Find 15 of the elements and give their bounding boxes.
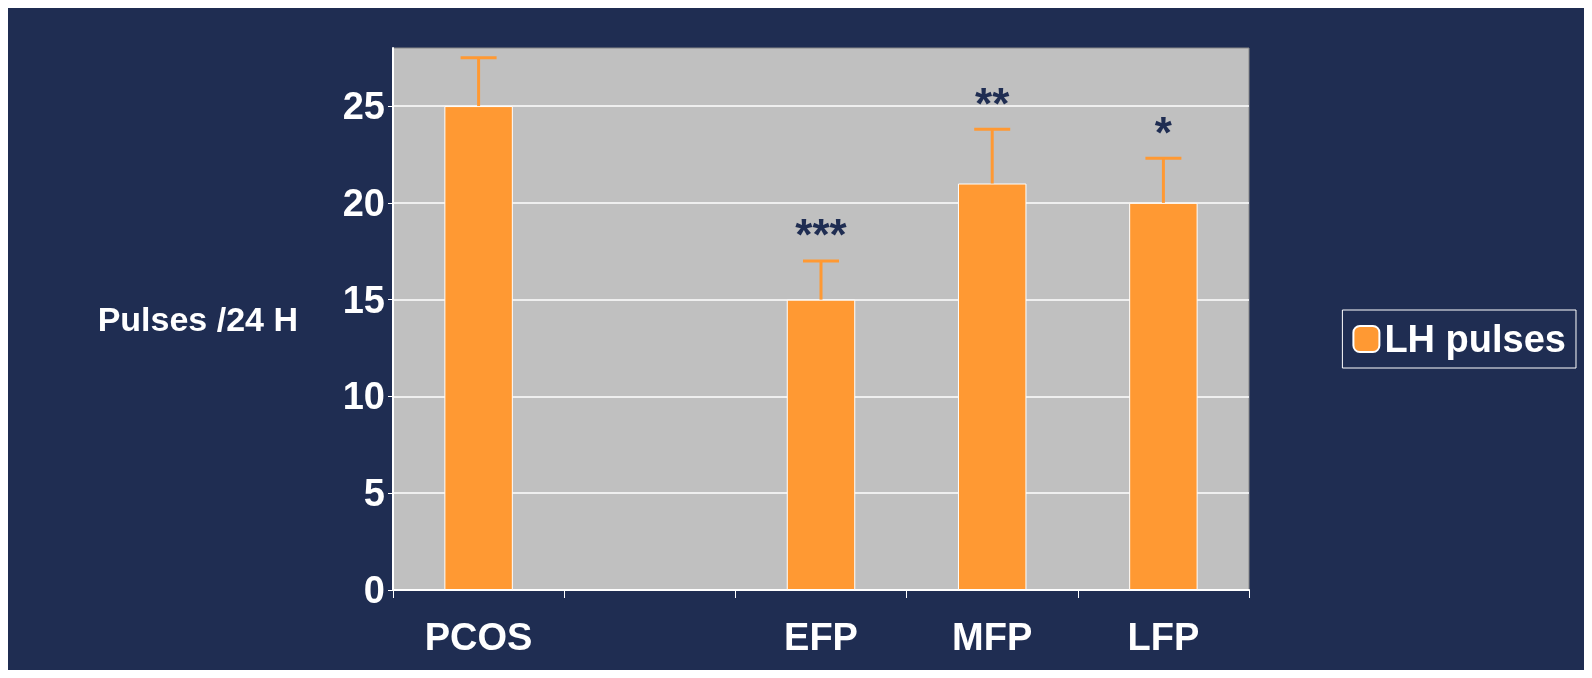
annotation: ***: [795, 210, 848, 260]
annotation: *: [1154, 107, 1173, 157]
y-tick-label: 0: [363, 569, 385, 611]
x-tick-label: LFP: [1127, 616, 1200, 658]
y-tick-label: 20: [342, 181, 385, 224]
legend-label: LH pulses: [1384, 318, 1567, 360]
y-tick-label: 10: [342, 375, 385, 418]
y-tick-label: 5: [363, 472, 385, 515]
y-tick-label: 15: [342, 278, 385, 321]
x-tick-label: MFP: [952, 616, 1033, 658]
x-tick-label: PCOS: [424, 616, 533, 658]
y-tick-label: 25: [342, 85, 385, 128]
annotation: **: [975, 78, 1011, 128]
y-axis-title: Pulses /24 H: [97, 300, 298, 338]
x-tick-label: EFP: [784, 616, 858, 658]
